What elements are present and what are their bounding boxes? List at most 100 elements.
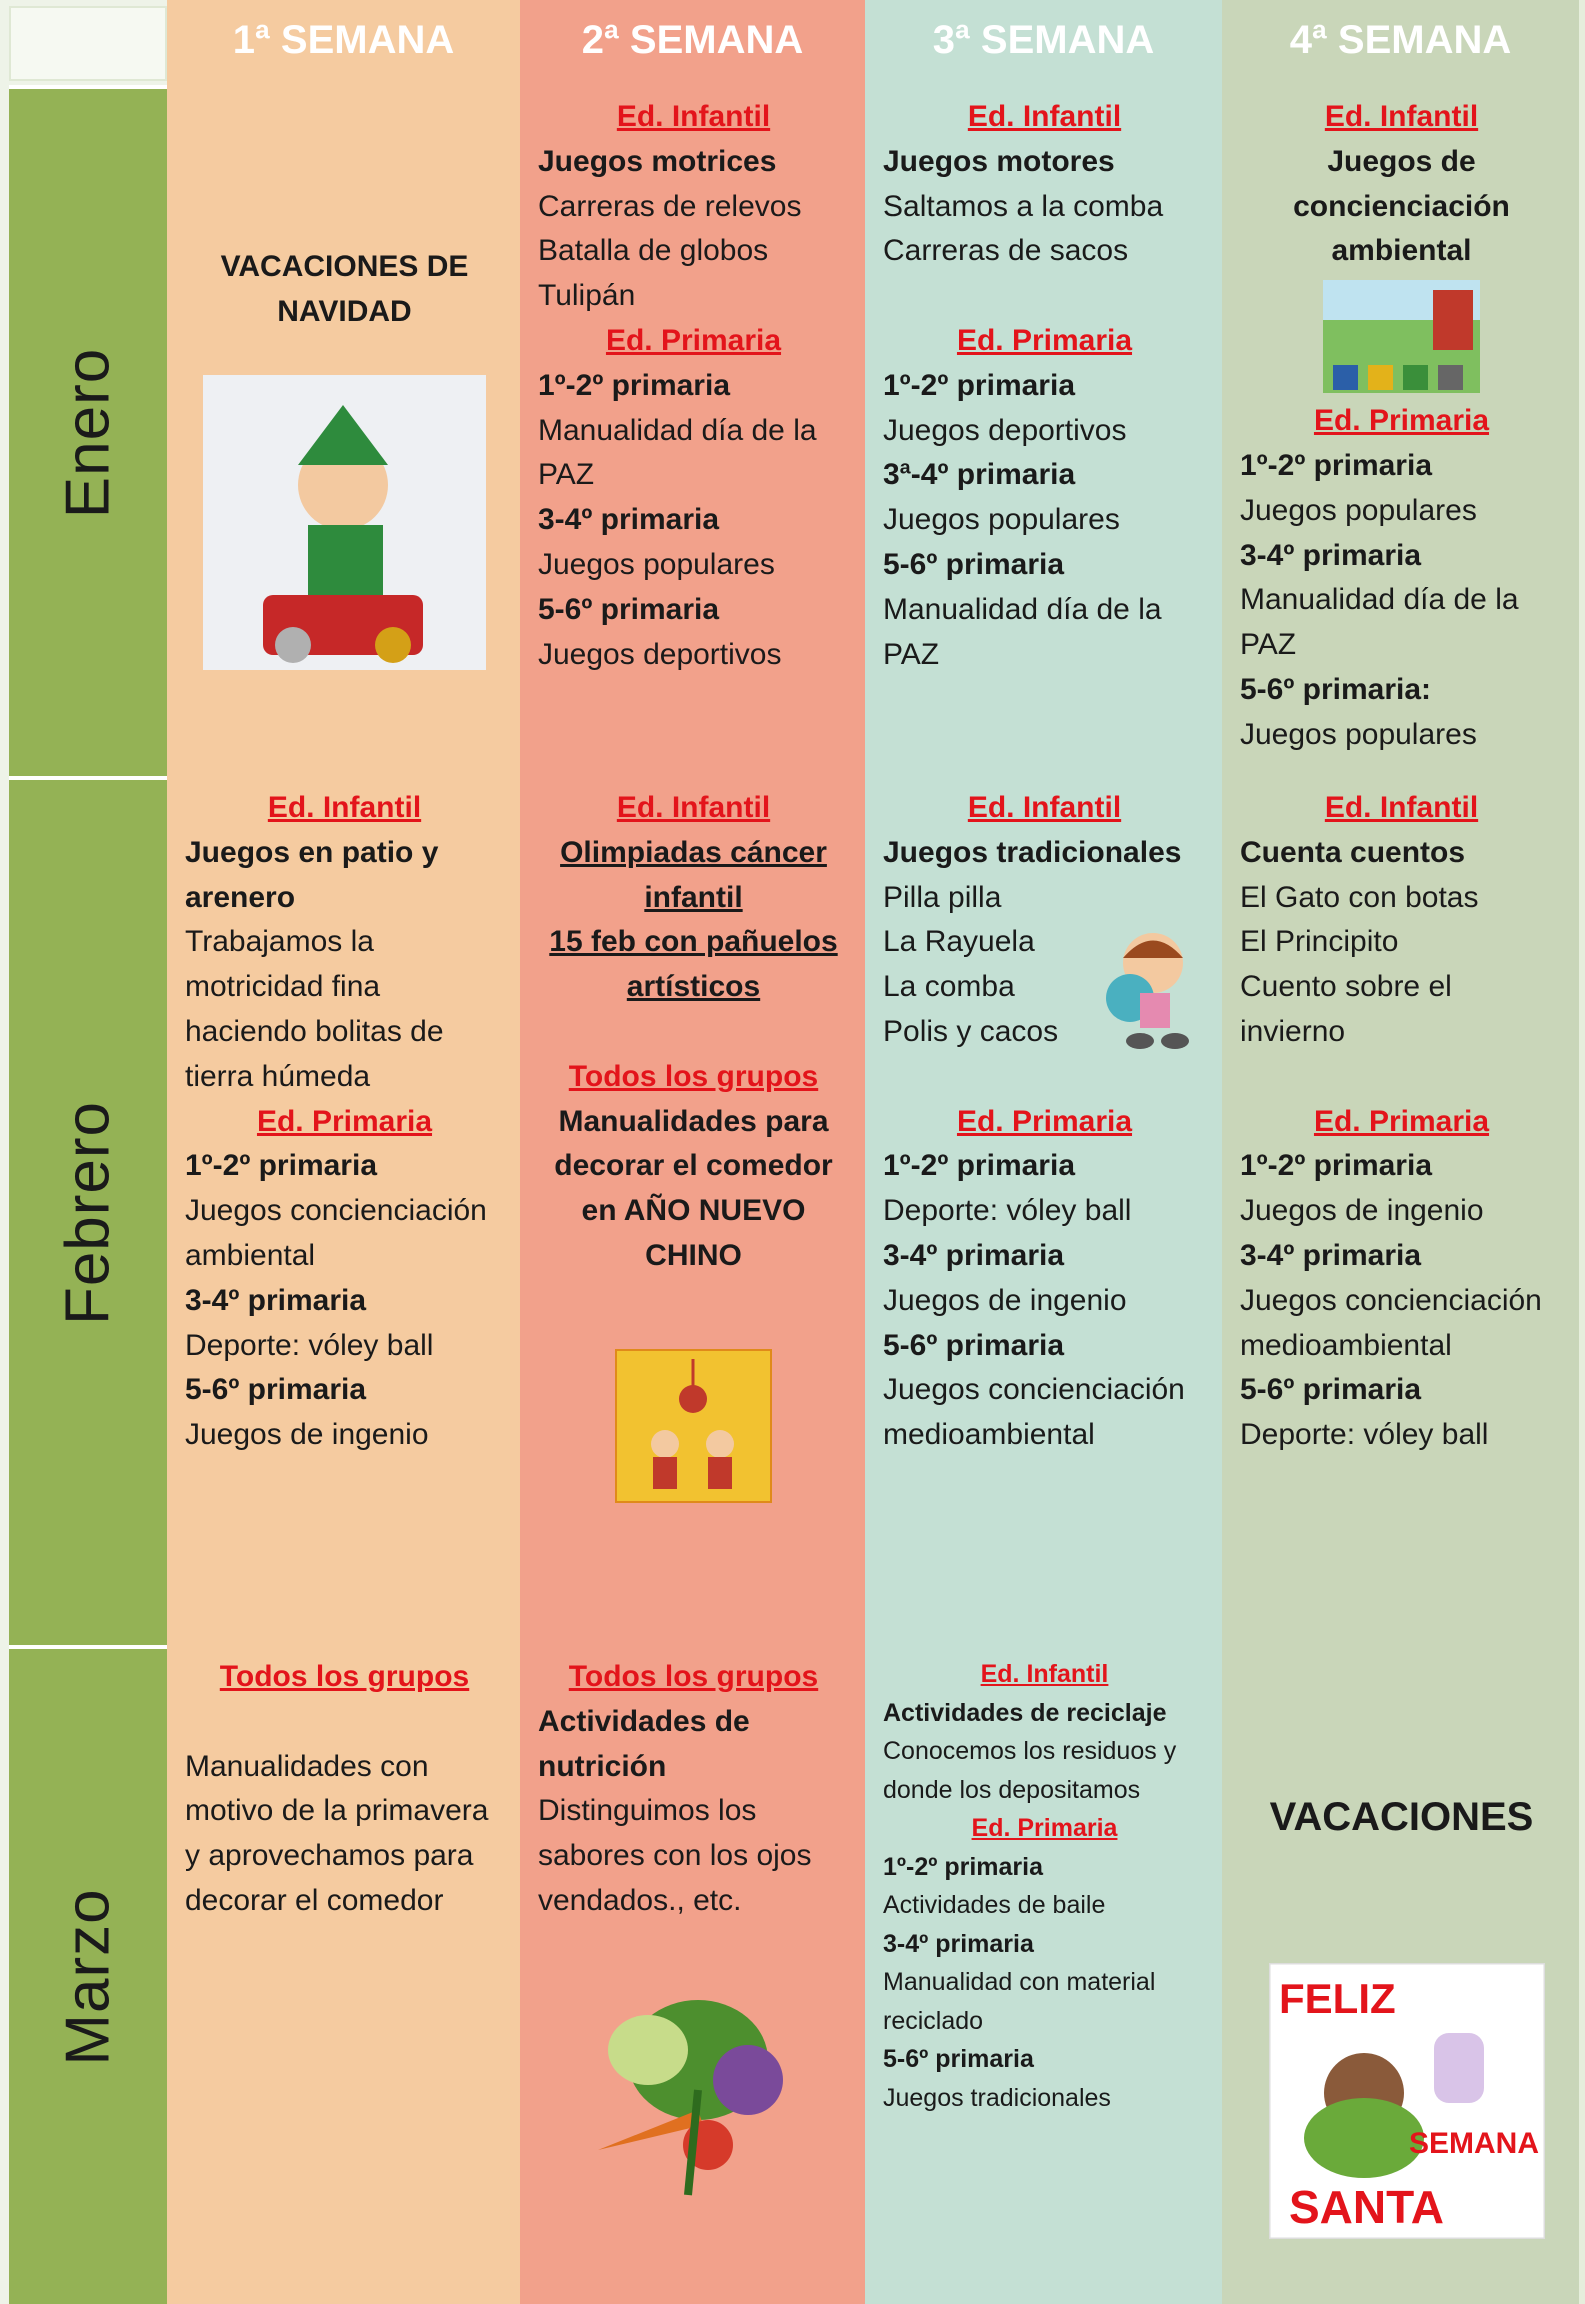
week-cell: Ed. Infantil Juegos motores Saltamos a la … — [865, 85, 1222, 776]
activity-text: Tulipán — [538, 279, 636, 313]
activity-heading: Ed. Primaria — [956, 1104, 1133, 1138]
activity-bold: 3-4º primaria — [185, 1283, 367, 1317]
activity-text: Trabajamos la motricidad fina haciendo b… — [185, 925, 444, 1093]
activity-text: Juegos populares — [1240, 717, 1477, 751]
activity-text: Carreras de relevos — [538, 189, 802, 223]
activity-text: Deporte: vóley ball — [1240, 1418, 1489, 1452]
week-cell: Ed. Infantil Cuenta cuentos El Gato con bo… — [1222, 776, 1579, 1645]
activity-heading: Ed. Primaria — [956, 323, 1133, 357]
activity-heading: Ed. Primaria — [971, 1814, 1118, 1842]
month-cell: Enero — [9, 85, 167, 776]
activity-bold: 3ª-4º primaria — [883, 458, 1076, 492]
activity-text: Actividades de baile — [883, 1891, 1106, 1919]
activity-heading: Todos los grupos — [568, 1059, 819, 1093]
activity-text: Juegos de ingenio — [883, 1283, 1127, 1317]
activity-heading: Ed. Infantil — [1324, 791, 1479, 824]
activity-heading: Ed. Primaria — [605, 323, 782, 357]
activity-text: Pilla pilla — [883, 880, 1002, 914]
activity-bold: Juegos motores — [883, 144, 1115, 178]
activity-heading: Ed. Infantil — [980, 1660, 1109, 1688]
activity-bold: Juegos tradicionales — [883, 835, 1182, 869]
activity-underline: 15 feb con pañuelos artísticos — [549, 925, 838, 1004]
activity-heading: Ed. Infantil — [616, 100, 771, 133]
china-image — [615, 1348, 772, 1503]
week-cell: Ed. Infantil Juegos en patio y arenero Tra… — [167, 776, 520, 1645]
activity-bold: 5-6º primaria — [883, 547, 1065, 581]
week-cell: Ed. Infantil Juegos tradicionales Pilla pi… — [865, 776, 1222, 1645]
activity-bold: 5-6º primaria — [883, 2045, 1034, 2073]
activity-text: Juegos tradicionales — [883, 2083, 1111, 2112]
activity-title: VACACIONES DE NAVIDAD — [220, 250, 469, 328]
week-header: 4ª SEMANA — [1289, 18, 1512, 62]
month-label: Marzo — [53, 1887, 123, 2066]
week-cell: Ed. Infantil Juegos de concienciación amb… — [1222, 85, 1579, 776]
activity-text: Deporte: vóley ball — [883, 1194, 1132, 1228]
week-cell: Ed. Infantil Juegos motrices Carreras de r… — [520, 85, 865, 776]
activity-text: Manualidad día de la PAZ — [538, 413, 817, 492]
activity-bold: 5-6º primaria — [883, 1328, 1065, 1362]
activity-bold: 3-4º primaria — [883, 1929, 1034, 1958]
activity-bold: 1º-2º primaria — [883, 368, 1075, 402]
week-column — [520, 0, 865, 2304]
week-column — [865, 0, 1222, 2304]
activity-heading: Ed. Infantil — [1324, 100, 1479, 133]
activity-text: Batalla de globos — [538, 234, 769, 268]
activity-bold: Actividades de nutrición — [538, 1704, 750, 1783]
week-cell: Ed. Infantil Olimpiadas cáncer infantil 15… — [520, 776, 865, 1645]
activity-bold: 3-4º primaria — [1240, 1238, 1422, 1272]
image-caption: SEMANA — [1409, 2127, 1539, 2160]
activity-heading: Ed. Infantil — [267, 791, 422, 824]
activity-text: Saltamos a la comba — [883, 189, 1164, 223]
week-header: 3ª SEMANA — [932, 18, 1155, 62]
activity-text: Polis y cacos — [883, 1014, 1059, 1048]
activity-text: Deporte: vóley ball — [185, 1328, 434, 1362]
elf-image — [203, 374, 486, 670]
activity-underline: Olimpiadas cáncer infantil — [560, 835, 827, 914]
month-cell: Marzo — [9, 1645, 167, 2304]
week-cell: Ed. Infantil Actividades de reciclaje Cono… — [865, 1645, 1222, 2304]
activity-heading: Ed. Primaria — [256, 1104, 433, 1138]
image-caption: FELIZ — [1279, 1975, 1396, 2022]
activity-text: Juegos concienciación ambiental — [185, 1194, 487, 1272]
activity-text: Manualidad con material reciclado — [883, 1968, 1156, 2035]
corner-cell — [9, 6, 167, 81]
activity-text: Manualidades con motivo de la primavera … — [185, 1749, 489, 1917]
activity-text: Juegos populares — [1240, 493, 1477, 527]
activity-bold: 3-4º primaria — [883, 1238, 1065, 1272]
activity-text: El Gato con botas — [1240, 880, 1479, 914]
week-cell: Todos los grupos Manualidades con motivo … — [167, 1645, 520, 2304]
activity-bold: 1º-2º primaria — [185, 1149, 377, 1183]
activity-title: VACACIONES — [1269, 1795, 1534, 1839]
month-label: Febrero — [53, 1100, 123, 1325]
activity-text: Carreras de sacos — [883, 234, 1129, 268]
week-cell: VACACIONES DE NAVIDAD — [167, 85, 520, 776]
girl-image — [1106, 933, 1189, 1049]
santa-image: FELIZ SEMANA SANTA — [1269, 1963, 1545, 2239]
week-header: 2ª SEMANA — [581, 18, 804, 62]
activity-bold: Actividades de reciclaje — [883, 1698, 1167, 1727]
activity-heading: Ed. Primaria — [1313, 404, 1490, 438]
activity-text: Juegos de ingenio — [185, 1418, 429, 1452]
activity-bold: Cuenta cuentos — [1240, 835, 1466, 869]
activity-text: Juegos deportivos — [883, 413, 1127, 447]
activity-text: Juegos deportivos — [538, 637, 782, 671]
activity-text: El Principito — [1240, 925, 1399, 959]
activity-bold: 1º-2º primaria — [538, 368, 730, 402]
activity-heading: Ed. Infantil — [616, 791, 771, 824]
activity-bold: 1º-2º primaria — [1240, 1149, 1432, 1183]
activity-bold: 1º-2º primaria — [883, 1149, 1075, 1183]
activity-title: Manualidades para decorar el comedor en … — [554, 1104, 833, 1272]
image-caption: SANTA — [1289, 2181, 1444, 2233]
eco-image — [1323, 280, 1480, 394]
activity-bold: 5-6º primaria — [538, 592, 720, 626]
activity-heading: Todos los grupos — [568, 1660, 819, 1693]
activity-text: Distinguimos los sabores con los ojos ve… — [538, 1794, 812, 1917]
activity-bold: 3-4º primaria — [1240, 538, 1422, 572]
edge — [1579, 0, 1585, 2304]
activity-text: Juegos populares — [538, 547, 775, 581]
activity-bold: 1º-2º primaria — [883, 1852, 1043, 1881]
activity-heading: Ed. Infantil — [967, 791, 1122, 824]
activity-text: La Rayuela — [883, 925, 1035, 959]
week-cell: VACACIONES FELIZ SEMANA SANTA — [1222, 1645, 1579, 2304]
activity-heading: Ed. Primaria — [1313, 1104, 1490, 1138]
